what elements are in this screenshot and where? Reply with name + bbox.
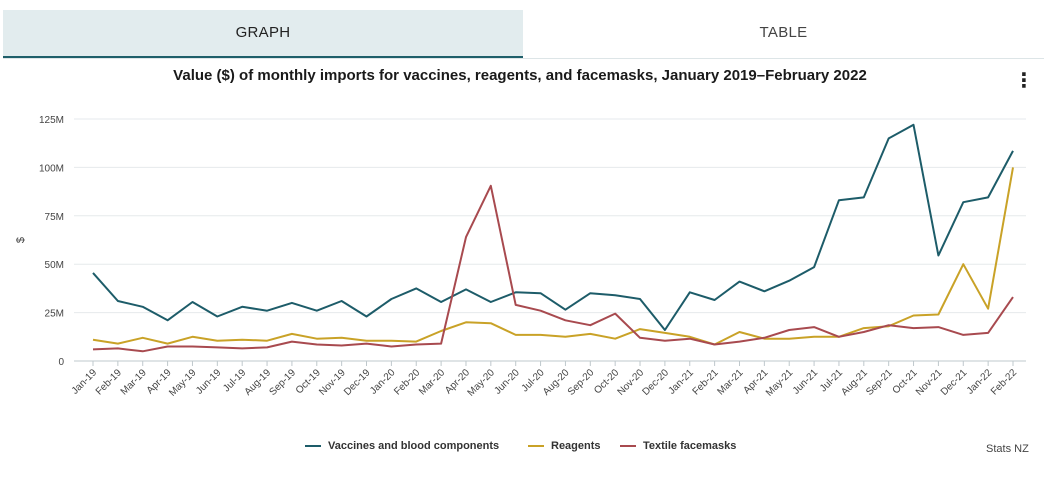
x-tick-label: Dec-19 bbox=[342, 367, 373, 398]
source-credit: Stats NZ bbox=[986, 443, 1029, 455]
x-tick-label: Feb-20 bbox=[392, 367, 422, 397]
legend-item-facemasks[interactable]: Textile facemasks bbox=[620, 440, 736, 452]
y-tick-label: 0 bbox=[58, 357, 64, 368]
legend-item-vaccines[interactable]: Vaccines and blood components bbox=[305, 440, 499, 452]
legend-swatch-facemasks bbox=[620, 445, 636, 447]
x-tick-label: Jun-20 bbox=[492, 367, 522, 397]
y-tick-label: 50M bbox=[45, 260, 64, 271]
series-line-vaccines-and-blood-components bbox=[92, 123, 1014, 331]
legend-item-reagents[interactable]: Reagents bbox=[528, 440, 601, 452]
x-tick-label: May-21 bbox=[764, 367, 796, 399]
x-tick-label: Dec-20 bbox=[640, 367, 671, 398]
series-line-textile-facemasks bbox=[92, 184, 1014, 353]
x-tick-label: Feb-19 bbox=[94, 367, 124, 397]
x-tick-label: Nov-19 bbox=[317, 367, 348, 398]
x-tick-label: Mar-21 bbox=[715, 367, 745, 397]
x-tick-label: May-20 bbox=[466, 367, 498, 399]
x-tick-label: Dec-21 bbox=[939, 367, 970, 398]
tab-table[interactable]: TABLE bbox=[523, 10, 1044, 56]
x-tick-label: Sep-19 bbox=[267, 367, 298, 398]
x-tick-label: Jun-19 bbox=[194, 367, 224, 397]
x-tick-label: Jun-21 bbox=[791, 367, 821, 397]
line-chart: 0 25M 50M 75M 100M 125M Jan-19Feb-19Mar-19Apr… bbox=[15, 115, 1026, 399]
legend: Vaccines and blood components Reagents T… bbox=[0, 440, 1050, 460]
x-tick-label: Feb-22 bbox=[989, 367, 1019, 397]
x-tick-label: Sep-21 bbox=[864, 367, 895, 398]
legend-swatch-reagents bbox=[528, 445, 544, 447]
view-tabs: GRAPH TABLE bbox=[3, 10, 1044, 58]
x-tick-label: Aug-19 bbox=[243, 367, 274, 398]
tabs-divider bbox=[3, 58, 1044, 59]
x-tick-label: Nov-20 bbox=[616, 367, 647, 398]
series-lines bbox=[92, 123, 1014, 353]
vertical-ellipsis-icon[interactable]: ⋮ bbox=[1014, 70, 1034, 92]
tab-graph[interactable]: GRAPH bbox=[3, 10, 523, 58]
x-tick-label: May-19 bbox=[167, 367, 199, 399]
y-tick-label: 75M bbox=[45, 212, 64, 223]
legend-label: Vaccines and blood components bbox=[328, 440, 500, 452]
y-axis: 0 25M 50M 75M 100M 125M bbox=[39, 115, 64, 368]
x-tick-label: Aug-20 bbox=[541, 367, 572, 398]
y-tick-label: 100M bbox=[39, 163, 64, 174]
x-tick-label: Nov-21 bbox=[914, 367, 945, 398]
x-axis: Jan-19Feb-19Mar-19Apr-19May-19Jun-19Jul-… bbox=[70, 361, 1019, 399]
series-line-reagents bbox=[92, 167, 1014, 346]
legend-label: Textile facemasks bbox=[643, 440, 737, 452]
y-tick-label: 25M bbox=[45, 309, 64, 320]
x-tick-label: Feb-21 bbox=[691, 367, 721, 397]
y-axis-label: $ bbox=[15, 237, 27, 243]
x-tick-label: Mar-19 bbox=[119, 367, 149, 397]
gridlines bbox=[74, 118, 1026, 362]
chart-title: Value ($) of monthly imports for vaccine… bbox=[173, 67, 867, 84]
x-tick-label: Sep-20 bbox=[566, 367, 597, 398]
legend-swatch-vaccines bbox=[305, 445, 321, 447]
x-tick-label: Mar-20 bbox=[417, 367, 447, 397]
legend-label: Reagents bbox=[551, 440, 601, 452]
y-tick-label: 125M bbox=[39, 115, 64, 126]
x-tick-label: Aug-21 bbox=[839, 367, 870, 398]
